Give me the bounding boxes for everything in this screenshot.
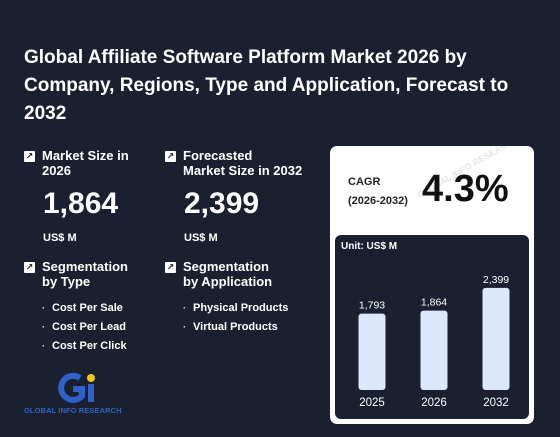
forecast-unit: US$ M <box>184 232 218 244</box>
page-title: Global Affiliate Software Platform Marke… <box>24 47 509 124</box>
x-tick-label-2032: 2032 <box>483 397 509 409</box>
segmentation-application-label-line2: by Application <box>183 274 273 289</box>
trend-arrow-icon: ↗ <box>24 262 35 273</box>
forecast-label-line2: Market Size in 2032 <box>183 163 303 178</box>
trend-arrow-icon: ↗ <box>165 151 176 162</box>
list-item: · Virtual Products <box>183 321 278 333</box>
segmentation-type-label-line1: Segmentation <box>42 259 128 274</box>
segmentation-type-label-line2: by Type <box>42 274 91 289</box>
cagr-value: 4.3% <box>422 168 509 210</box>
bar-2032 <box>482 287 510 390</box>
list-item: · Physical Products <box>183 302 289 314</box>
market-size-value: 1,864 <box>43 187 119 220</box>
data-label-2026: 1,864 <box>421 297 447 309</box>
data-label-2032: 2,399 <box>483 274 509 286</box>
forecast-value: 2,399 <box>184 187 260 220</box>
logo-mark-icon <box>58 372 95 403</box>
market-size-label-line1: Market Size in <box>42 148 129 163</box>
list-item: · Cost Per Lead <box>42 321 126 333</box>
company-logo: GLOBAL INFO RESEARCH <box>24 372 139 418</box>
cagr-label: CAGR (2026-2032) <box>348 176 408 207</box>
bar-chart-panel: Unit: US$ M 1,793 2025 1,864 2026 2,399 2032 <box>335 235 529 419</box>
market-size-unit: US$ M <box>43 232 77 244</box>
bar-2026 <box>420 310 448 390</box>
market-size-stat: ↗ Market Size in 2026 1,864 US$ M <box>24 148 129 244</box>
segmentation-application-label-line1: Segmentation <box>183 259 269 274</box>
x-tick-label-2025: 2025 <box>359 397 385 409</box>
list-item: · Cost Per Sale <box>42 302 123 314</box>
segmentation-type: ↗ Segmentation by Type · Cost Per Sale · C… <box>24 259 128 356</box>
logo-text: GLOBAL INFO RESEARCH <box>24 406 122 415</box>
forecast-label-line1: Forecasted <box>183 148 253 163</box>
bar-2025 <box>358 313 386 390</box>
trend-arrow-icon: ↗ <box>165 262 176 273</box>
cagr-card: GLOBAL INFO RESEARCH CAGR (2026-2032) 4.… <box>330 146 534 424</box>
trend-arrow-icon: ↗ <box>24 151 35 162</box>
x-tick-label-2026: 2026 <box>421 397 447 409</box>
forecast-stat: ↗ Forecasted Market Size in 2032 2,399 U… <box>165 148 302 244</box>
segmentation-application: ↗ Segmentation by Application · Physical … <box>165 259 288 337</box>
bar-chart: 1,793 2025 1,864 2026 2,399 2032 <box>358 274 510 409</box>
chart-unit-label: Unit: US$ M <box>341 241 398 252</box>
market-size-label-line2: 2026 <box>42 163 71 178</box>
list-item: · Cost Per Click <box>42 340 127 352</box>
data-label-2025: 1,793 <box>359 300 385 312</box>
